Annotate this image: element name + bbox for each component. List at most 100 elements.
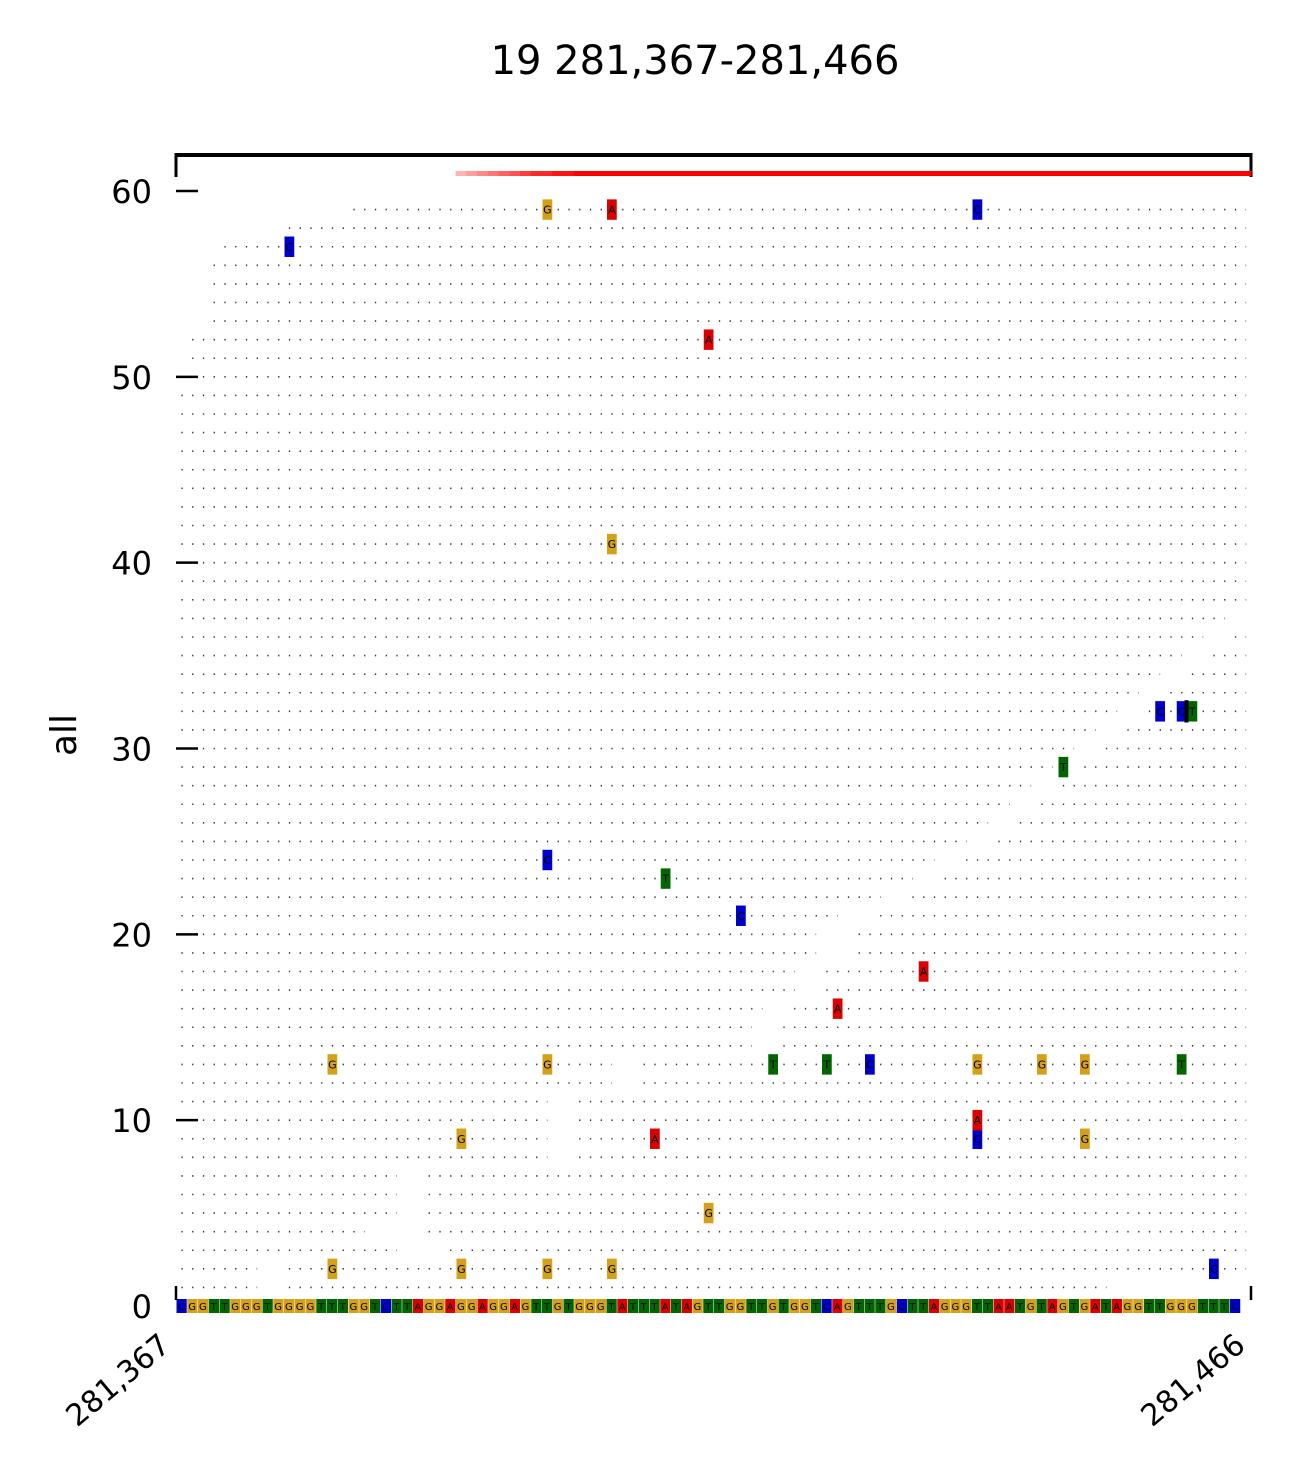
- reference-base-box: [746, 1299, 757, 1313]
- mismatch-box: [822, 1054, 832, 1075]
- reference-base-box: [208, 1299, 219, 1313]
- reference-base-label: A: [995, 1302, 1002, 1313]
- mismatch-base-label: G: [457, 1133, 466, 1146]
- reference-base-label: A: [662, 1302, 669, 1313]
- reference-base-label: T: [919, 1302, 927, 1313]
- mismatch-box: [1037, 1054, 1047, 1075]
- reference-base-box: [563, 1299, 574, 1313]
- reference-base-box: [735, 1299, 746, 1313]
- reference-base-box: [1068, 1299, 1079, 1313]
- reference-base-label: G: [500, 1302, 508, 1313]
- reference-base-box: [230, 1299, 241, 1313]
- mismatch-box: [972, 199, 983, 220]
- reference-base-box: [628, 1299, 639, 1313]
- reference-base-label: C: [898, 1302, 905, 1313]
- reference-base-label: A: [834, 1302, 841, 1313]
- reference-base-box: [1025, 1299, 1036, 1313]
- coverage-bar: [778, 171, 790, 176]
- reference-base-box: [843, 1299, 854, 1313]
- mismatch-base-label: G: [543, 1058, 552, 1071]
- coverage-bar: [767, 171, 779, 176]
- coverage-bar: [1154, 171, 1166, 176]
- reference-base-box: [1187, 1299, 1198, 1313]
- reference-base-box: [241, 1299, 252, 1313]
- reference-base-box: [972, 1299, 983, 1313]
- reference-base-box: [681, 1299, 692, 1313]
- reference-base-label: G: [489, 1302, 497, 1313]
- coverage-bar: [702, 171, 715, 176]
- reference-base-label: T: [263, 1302, 271, 1313]
- reference-base-label: A: [511, 1302, 518, 1313]
- mismatch-box: [1080, 1054, 1090, 1075]
- mismatch-base-label: C: [1178, 705, 1186, 718]
- mismatch-base-label: T: [1177, 1058, 1185, 1071]
- reference-base-label: T: [876, 1302, 884, 1313]
- mismatch-box: [660, 868, 671, 889]
- reference-base-label: G: [1134, 1302, 1142, 1313]
- coverage-bar: [692, 171, 704, 176]
- reference-base-label: T: [1220, 1302, 1228, 1313]
- reference-base-label: A: [1006, 1302, 1013, 1313]
- reference-base-label: A: [683, 1302, 690, 1313]
- reference-base-label: T: [564, 1302, 572, 1313]
- reference-base-label: A: [447, 1302, 454, 1313]
- mismatch-box: [1187, 701, 1198, 722]
- coverage-bar: [842, 171, 854, 176]
- reference-base-label: T: [1016, 1302, 1024, 1313]
- reference-base-box: [466, 1299, 477, 1313]
- mismatch-box: [542, 1258, 553, 1280]
- reference-base-box: [1154, 1299, 1165, 1313]
- coverage-bar: [1079, 171, 1091, 176]
- coverage-bar: [896, 171, 908, 176]
- coverage-bar: [735, 171, 747, 176]
- coverage-bar: [1046, 171, 1059, 176]
- reference-base-label: G: [887, 1302, 895, 1313]
- mismatch-box: [736, 905, 746, 926]
- mismatch-box: [1080, 1128, 1090, 1149]
- reference-base-box: [391, 1299, 402, 1313]
- reference-base-label: T: [640, 1302, 648, 1313]
- reference-base-label: G: [554, 1302, 562, 1313]
- reference-base-box: [348, 1299, 359, 1313]
- reference-base-label: G: [1177, 1302, 1185, 1313]
- reference-base-box: [649, 1299, 660, 1313]
- mismatch-base-label: A: [920, 966, 928, 979]
- reference-base-box: [359, 1299, 370, 1313]
- reference-base-label: A: [930, 1302, 937, 1313]
- coverage-bar: [788, 171, 801, 176]
- mismatch-base-label: A: [834, 1003, 842, 1016]
- reference-base-box: [402, 1299, 413, 1313]
- coverage-bar: [821, 171, 833, 176]
- reference-base-label: T: [607, 1302, 615, 1313]
- reference-base-label: A: [1113, 1302, 1120, 1313]
- reference-base-box: [1058, 1299, 1069, 1313]
- coverage-bar: [487, 171, 500, 176]
- coverage-bar: [455, 171, 467, 176]
- coverage-bar: [756, 171, 768, 176]
- reference-base-label: T: [317, 1302, 325, 1313]
- mismatch-base-label: C: [974, 204, 982, 217]
- coverage-bar: [670, 171, 682, 176]
- reference-base-box: [585, 1299, 596, 1313]
- coverage-bar: [509, 171, 521, 176]
- mismatch-base-label: C: [866, 1058, 874, 1071]
- reference-base-box: [198, 1299, 209, 1313]
- reference-base-box: [520, 1299, 531, 1313]
- reference-base-box: [488, 1299, 499, 1313]
- reference-base-label: T: [543, 1302, 551, 1313]
- coverage-bar: [1014, 171, 1026, 176]
- reference-base-label: T: [371, 1302, 379, 1313]
- reference-base-label: T: [1156, 1302, 1164, 1313]
- reference-base-box: [1230, 1299, 1241, 1313]
- reference-base-label: G: [962, 1302, 970, 1313]
- mismatch-box: [456, 1128, 467, 1149]
- coverage-bar: [810, 171, 822, 176]
- reference-base-box: [445, 1299, 456, 1313]
- coverage-bar: [917, 171, 930, 176]
- mismatch-base-label: G: [1081, 1133, 1090, 1146]
- mismatch-base-label: C: [737, 910, 745, 923]
- reference-base-label: G: [425, 1302, 433, 1313]
- coverage-bar: [1025, 171, 1037, 176]
- reference-base-label: C: [1231, 1302, 1238, 1313]
- reference-base-box: [767, 1299, 778, 1313]
